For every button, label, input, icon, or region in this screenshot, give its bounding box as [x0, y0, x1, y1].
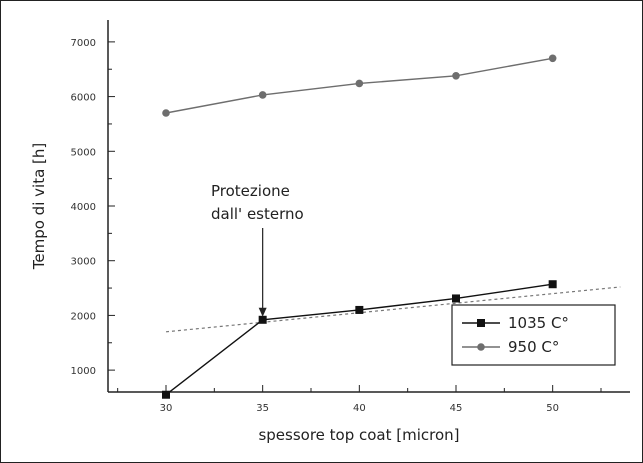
- trendline: [165, 286, 621, 333]
- x-tick-label: 30: [160, 403, 173, 414]
- y-tick-label: 5000: [71, 147, 96, 158]
- annotation-line-2: dall' esterno: [211, 205, 304, 223]
- annotation: Protezione dall' esterno: [211, 182, 304, 317]
- x-tick-label: 35: [256, 403, 269, 414]
- x-tick-label: 50: [546, 403, 559, 414]
- data-point: [355, 79, 364, 88]
- annotation-line-1: Protezione: [211, 182, 290, 200]
- data-point: [258, 91, 267, 99]
- x-ticks: 30 35 40 45 50: [117, 385, 602, 414]
- legend-label: 1035 C°: [508, 314, 569, 332]
- x-tick-label: 45: [450, 403, 463, 414]
- y-tick-label: 3000: [71, 257, 96, 268]
- data-point: [548, 54, 557, 63]
- y-tick-label: 7000: [71, 38, 96, 49]
- annotation-arrow-head: [258, 307, 267, 317]
- legend-item-2: 950 C°: [462, 338, 559, 356]
- y-ticks: 1000 2000 3000 4000 5000 6000 7000: [71, 38, 115, 377]
- series-group: [162, 54, 557, 399]
- data-point: [355, 305, 364, 314]
- series-1: [162, 280, 557, 399]
- data-point: [162, 390, 170, 399]
- trendline-dashed: [165, 286, 621, 333]
- data-point: [258, 315, 267, 324]
- legend-item-1: 1035 C°: [462, 314, 569, 332]
- x-axis-label: spessore top coat [micron]: [258, 426, 459, 444]
- legend-marker: [477, 319, 485, 327]
- data-point: [548, 280, 557, 289]
- y-tick-label: 1000: [71, 366, 96, 377]
- y-tick-label: 6000: [71, 93, 96, 104]
- legend-label: 950 C°: [508, 338, 559, 356]
- y-tick-label: 4000: [71, 202, 96, 213]
- data-point: [452, 72, 460, 80]
- legend: 1035 C° 950 C°: [451, 304, 616, 366]
- legend-box: [451, 304, 616, 366]
- y-axis-label: Tempo di vita [h]: [30, 143, 48, 270]
- x-tick-label: 40: [353, 403, 366, 414]
- y-tick-label: 2000: [71, 311, 96, 322]
- data-point: [162, 109, 170, 117]
- data-point: [452, 294, 460, 303]
- series-2: [162, 54, 557, 117]
- legend-marker: [477, 343, 485, 351]
